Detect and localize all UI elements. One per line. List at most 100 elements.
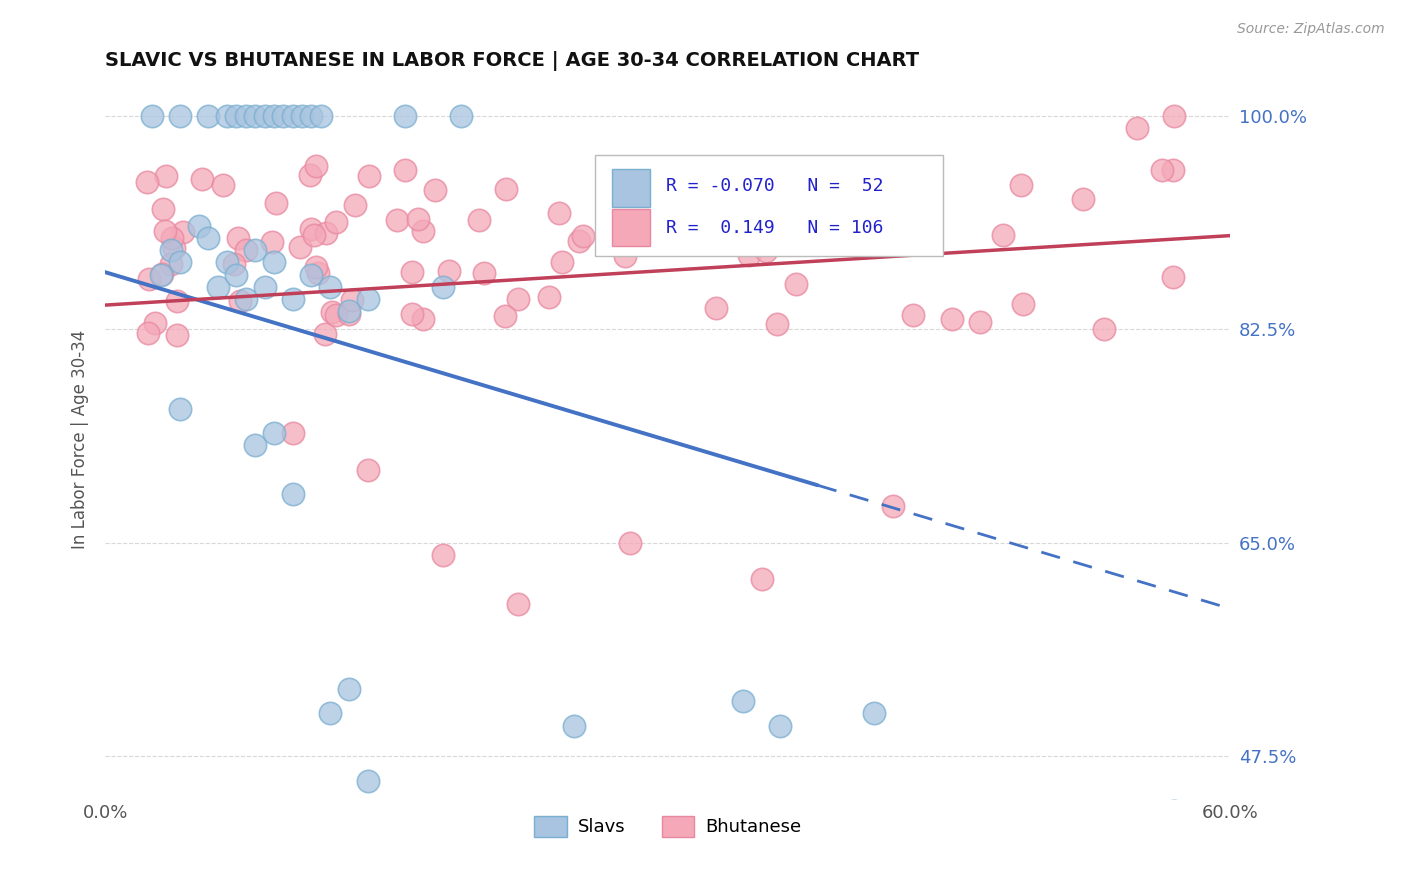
Point — [751, 573, 773, 587]
Point — [281, 109, 304, 123]
Point — [385, 212, 408, 227]
Point — [288, 240, 311, 254]
Point — [172, 225, 194, 239]
Point — [319, 706, 342, 721]
Point — [1071, 193, 1094, 207]
Point — [412, 224, 434, 238]
Point — [437, 264, 460, 278]
Point — [197, 231, 219, 245]
Point — [263, 109, 285, 123]
Point — [319, 280, 342, 294]
Point — [359, 169, 381, 183]
Point — [136, 175, 159, 189]
Legend: Slavs, Bhutanese: Slavs, Bhutanese — [527, 808, 808, 844]
Point — [450, 109, 472, 123]
Text: SLAVIC VS BHUTANESE IN LABOR FORCE | AGE 30-34 CORRELATION CHART: SLAVIC VS BHUTANESE IN LABOR FORCE | AGE… — [105, 51, 920, 70]
Point — [1125, 121, 1147, 136]
Point — [538, 290, 561, 304]
Point — [298, 168, 321, 182]
Point — [150, 267, 173, 281]
Point — [253, 109, 276, 123]
Text: R = -0.070   N =  52: R = -0.070 N = 52 — [665, 177, 883, 195]
Point — [152, 202, 174, 216]
Point — [263, 426, 285, 441]
Point — [941, 311, 963, 326]
Point — [882, 186, 904, 200]
Point — [969, 315, 991, 329]
Point — [562, 719, 585, 733]
Point — [226, 231, 249, 245]
Point — [217, 109, 239, 123]
Point — [851, 190, 873, 204]
Point — [160, 257, 183, 271]
FancyBboxPatch shape — [595, 155, 943, 256]
Point — [432, 280, 454, 294]
Point — [401, 306, 423, 320]
Point — [191, 171, 214, 186]
Point — [572, 228, 595, 243]
Y-axis label: In Labor Force | Age 30-34: In Labor Force | Age 30-34 — [72, 329, 89, 549]
Point — [548, 206, 571, 220]
Point — [1152, 163, 1174, 178]
Point — [837, 222, 859, 236]
Point — [1010, 178, 1032, 192]
Point — [551, 254, 574, 268]
Point — [163, 241, 186, 255]
Point — [769, 719, 792, 733]
Point — [423, 184, 446, 198]
Point — [169, 255, 191, 269]
Point — [260, 235, 283, 250]
Point — [506, 597, 529, 611]
Point — [207, 280, 229, 294]
Point — [765, 318, 787, 332]
Point — [229, 294, 252, 309]
Point — [305, 159, 328, 173]
Point — [169, 401, 191, 416]
Point — [235, 292, 257, 306]
Point — [309, 109, 332, 123]
Point — [412, 312, 434, 326]
Point — [1161, 270, 1184, 285]
Point — [494, 309, 516, 323]
Point — [245, 244, 267, 258]
Point — [321, 305, 343, 319]
Point — [1163, 109, 1185, 123]
Point — [506, 292, 529, 306]
Point — [141, 109, 163, 123]
Point — [755, 244, 778, 259]
Point — [568, 235, 591, 249]
Point — [281, 426, 304, 441]
Point — [150, 268, 173, 282]
FancyBboxPatch shape — [612, 209, 650, 246]
Point — [401, 265, 423, 279]
Point — [1163, 163, 1185, 178]
Point — [138, 272, 160, 286]
Point — [302, 227, 325, 242]
Point — [263, 255, 285, 269]
Point — [337, 682, 360, 697]
Point — [357, 773, 380, 788]
Point — [162, 230, 184, 244]
Point — [468, 212, 491, 227]
Point — [315, 227, 337, 241]
Point — [245, 109, 267, 123]
Text: R =  0.149   N = 106: R = 0.149 N = 106 — [665, 219, 883, 237]
Point — [222, 257, 245, 271]
Point — [652, 181, 675, 195]
Point — [225, 109, 247, 123]
Point — [155, 169, 177, 184]
Point — [689, 163, 711, 178]
Point — [266, 196, 288, 211]
Point — [307, 266, 329, 280]
Point — [627, 202, 650, 216]
Point — [763, 199, 786, 213]
Point — [291, 109, 314, 123]
Point — [325, 215, 347, 229]
Point — [737, 248, 759, 262]
Point — [340, 293, 363, 307]
Point — [136, 326, 159, 340]
Point — [357, 292, 380, 306]
Point — [299, 222, 322, 236]
Point — [406, 212, 429, 227]
Point — [143, 316, 166, 330]
